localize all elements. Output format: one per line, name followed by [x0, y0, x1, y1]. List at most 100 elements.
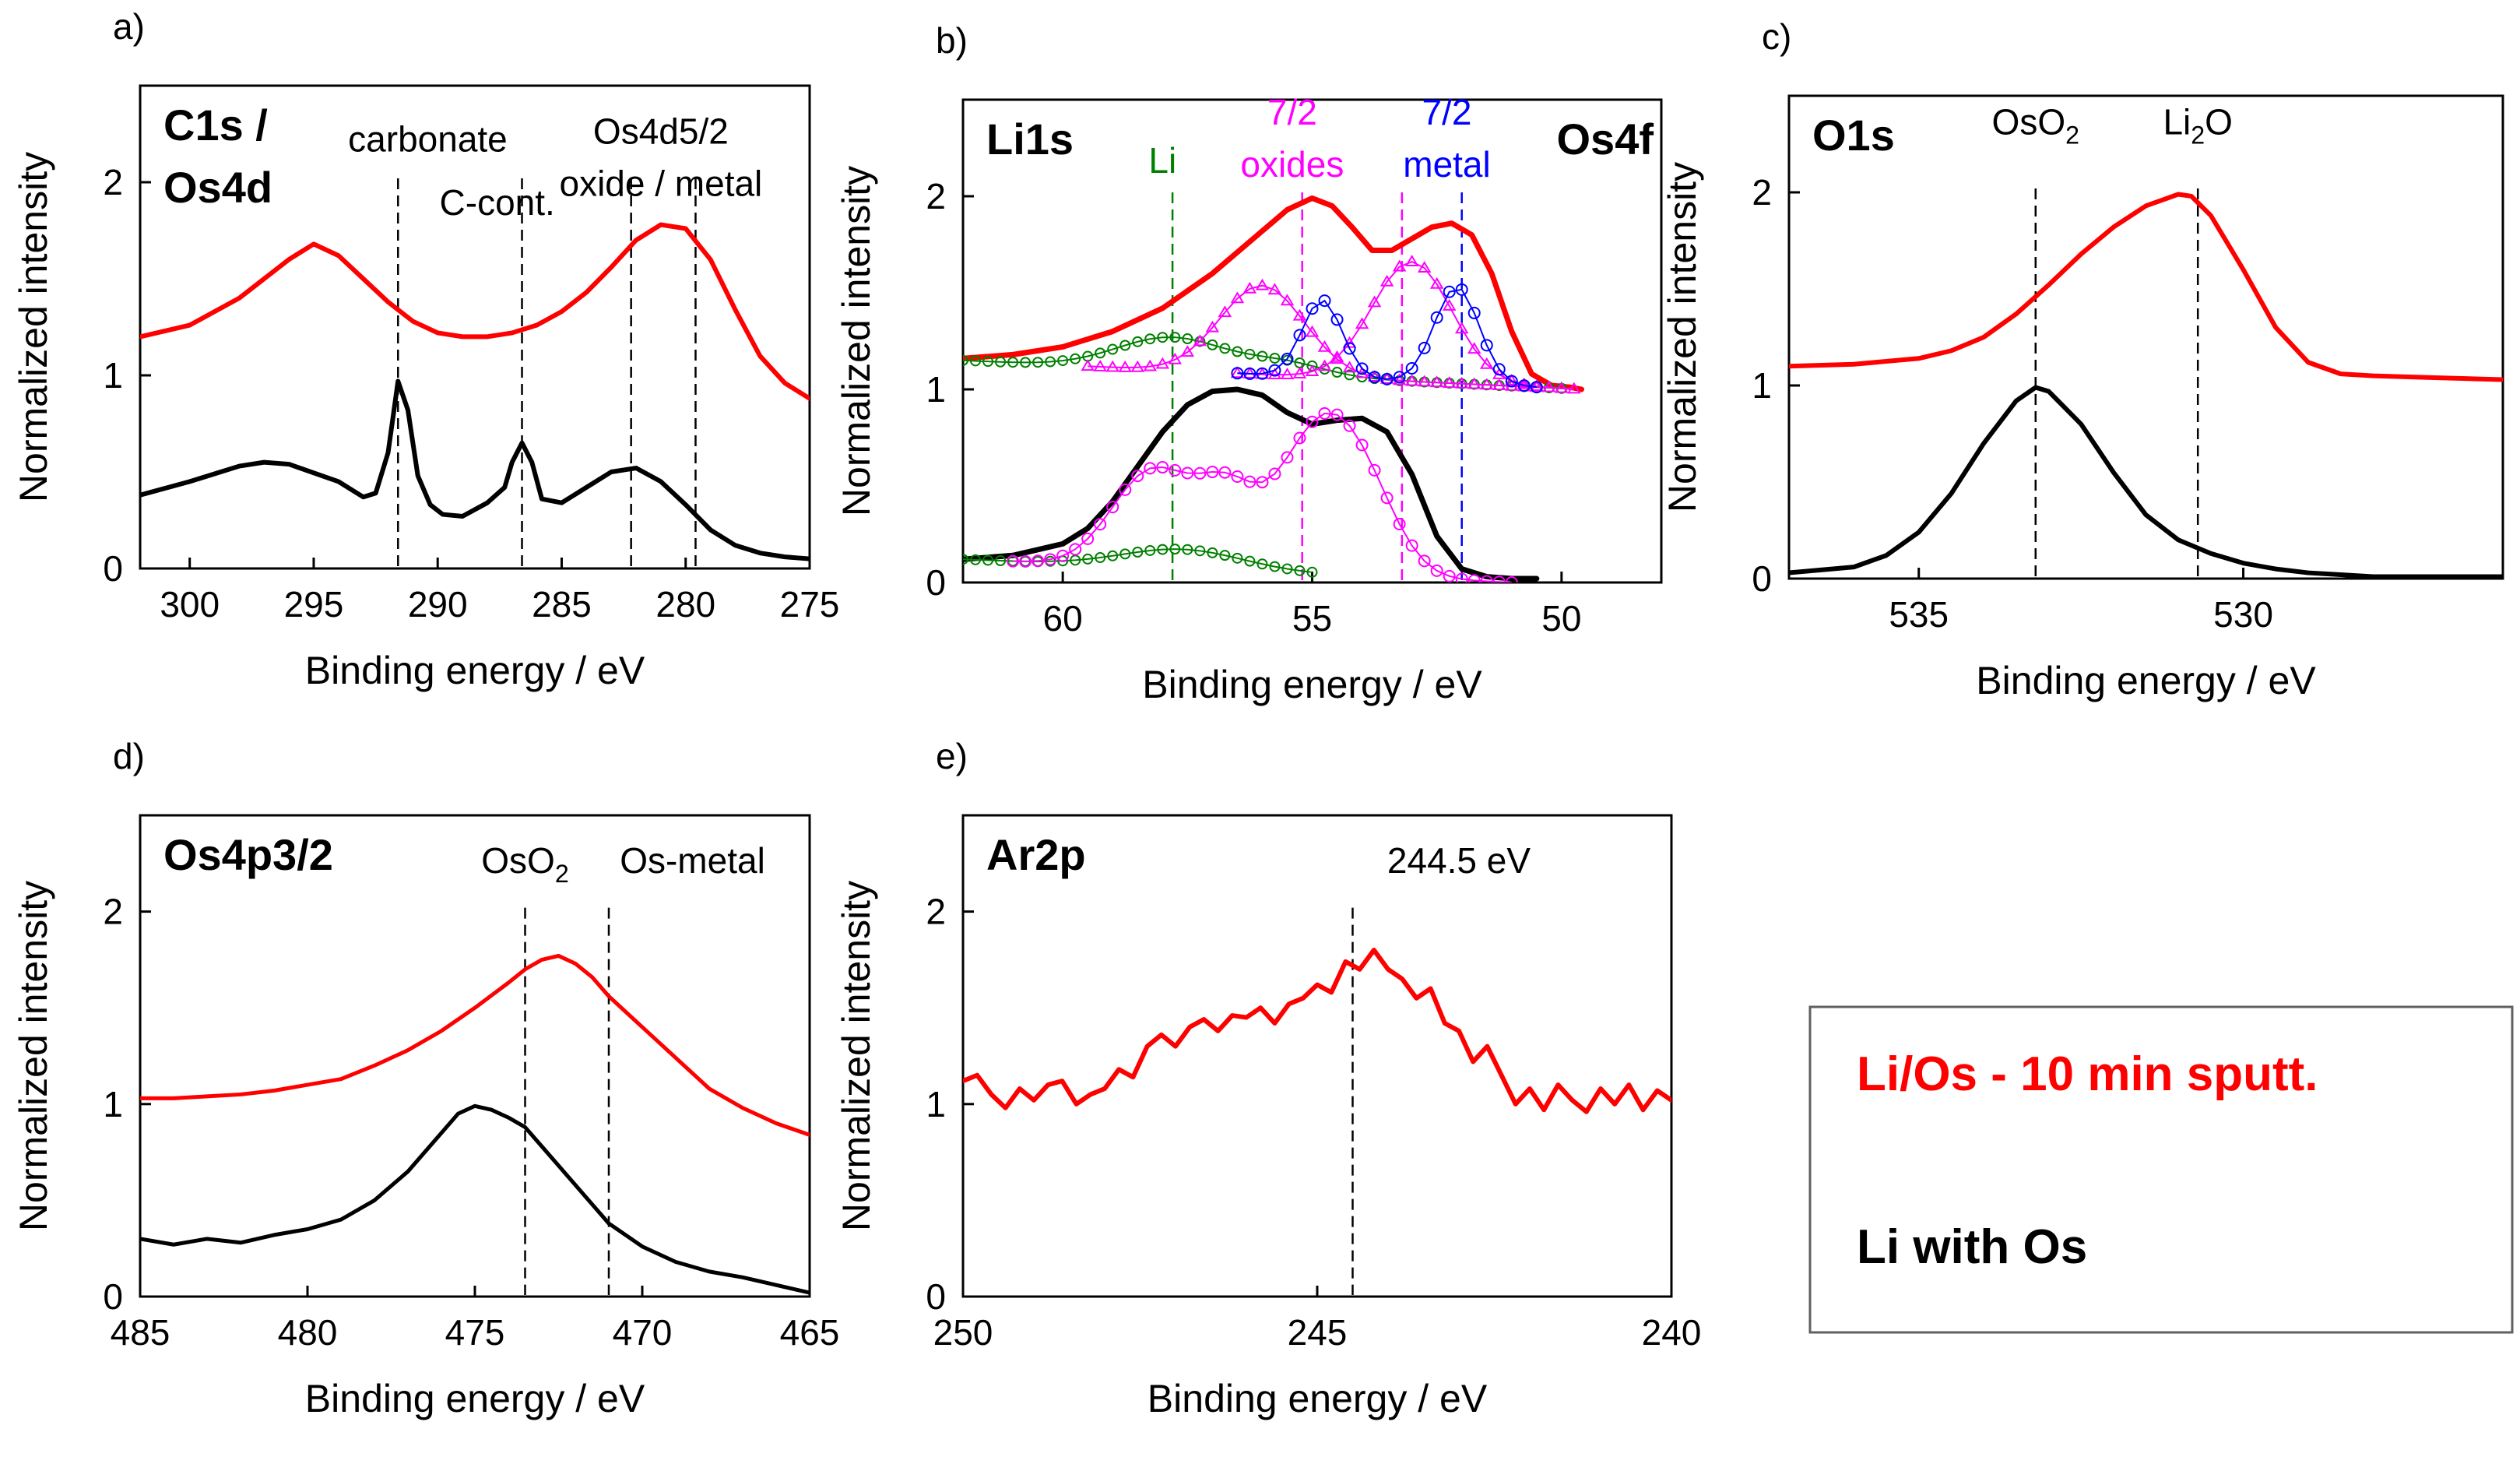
- data-point: [1180, 345, 1195, 357]
- x-tick-label: 485: [111, 1312, 170, 1353]
- panel-d: d) 0 1 2 485 480 475 470 465 Binding energy / eV N…: [12, 736, 839, 1420]
- panel-title: C1s /: [163, 100, 268, 150]
- y-tick-label: 2: [103, 892, 123, 932]
- annotation-text: Li: [2163, 102, 2191, 143]
- data-point: [1094, 518, 1107, 531]
- x-tick-label: 280: [655, 584, 715, 625]
- data-point: [1429, 375, 1444, 388]
- y-tick-label: 2: [103, 162, 123, 202]
- plot-area: [963, 907, 1671, 1295]
- x-tick-label: 275: [780, 584, 840, 625]
- data-point: [1032, 357, 1044, 368]
- fit-component: [1007, 406, 1518, 582]
- data-point: [1181, 466, 1194, 480]
- data-point: [1219, 343, 1231, 354]
- x-tick-label: 50: [1541, 598, 1581, 639]
- data-point: [1119, 483, 1132, 496]
- x-tick-label: 250: [933, 1312, 993, 1353]
- data-point: [1232, 552, 1243, 564]
- data-point: [1517, 379, 1531, 392]
- data-point: [1107, 343, 1119, 355]
- data-point: [1330, 313, 1344, 326]
- data-point: [982, 356, 994, 368]
- data-point: [1143, 359, 1158, 371]
- data-point: [995, 555, 1007, 567]
- x-tick-label: 530: [2213, 594, 2273, 635]
- data-point: [1169, 463, 1182, 477]
- annotation-text: carbonate: [348, 118, 508, 159]
- data-point: [1292, 367, 1307, 379]
- panel-b: b) 0 1 2 60 55 50 Binding energy / eV Normalized…: [835, 20, 1663, 706]
- data-point: [1269, 561, 1281, 572]
- data-point: [1355, 362, 1369, 375]
- peak-annotation: metal: [1403, 144, 1490, 185]
- annotation-text: Os4d5/2: [593, 111, 729, 151]
- data-point: [1404, 255, 1419, 266]
- peak-annotation: Li: [1148, 140, 1176, 181]
- data-point: [1267, 283, 1282, 295]
- data-point: [1205, 320, 1220, 333]
- data-point: [1292, 308, 1307, 321]
- y-axis-label: Normalized intensity: [12, 881, 55, 1231]
- data-point: [1517, 377, 1531, 389]
- data-point: [1430, 564, 1443, 577]
- data-point: [1368, 371, 1381, 384]
- x-tick-label: 475: [445, 1312, 505, 1353]
- y-tick-label: 2: [926, 176, 946, 216]
- y-tick-label: 0: [926, 562, 946, 603]
- x-axis-label: Binding energy / eV: [1142, 663, 1482, 706]
- plot-area: [1789, 188, 2503, 579]
- data-point: [1256, 350, 1268, 362]
- data-point: [1057, 355, 1069, 367]
- peak-annotation: Os4d5/2: [593, 111, 729, 151]
- data-point: [1418, 341, 1431, 354]
- plot-frame: [139, 84, 811, 570]
- data-point: [1207, 339, 1218, 350]
- data-point: [1417, 375, 1432, 387]
- data-point: [1380, 491, 1394, 505]
- panel-label: a): [113, 6, 145, 47]
- data-point: [1567, 382, 1581, 394]
- annotation-text: metal: [1403, 144, 1490, 185]
- data-point: [1317, 340, 1332, 352]
- data-point: [1293, 431, 1306, 445]
- data-point: [1343, 419, 1356, 432]
- data-point: [1305, 364, 1320, 376]
- fit-component: [1081, 278, 1544, 392]
- peak-annotation: carbonate: [348, 118, 508, 159]
- data-point: [1443, 569, 1456, 582]
- data-point: [1256, 476, 1269, 489]
- data-point: [1256, 558, 1268, 570]
- data-point: [1070, 353, 1081, 364]
- data-point: [1455, 572, 1468, 582]
- annotation-text: 7/2: [1267, 92, 1317, 132]
- y-tick-label: 2: [926, 892, 946, 932]
- data-point: [1542, 380, 1556, 392]
- data-point: [1355, 317, 1369, 329]
- data-point: [1243, 475, 1256, 488]
- data-point: [1155, 357, 1170, 369]
- annotation-text: C-cont.: [440, 182, 555, 223]
- panel-title: O1s: [1812, 111, 1895, 160]
- plot-frame: [139, 814, 811, 1298]
- data-point: [1393, 517, 1406, 530]
- data-point: [1193, 334, 1207, 347]
- data-point: [995, 356, 1007, 368]
- x-axis-label: Binding energy / eV: [1976, 659, 2316, 702]
- data-point: [1505, 375, 1518, 388]
- fit-component: [963, 544, 1318, 578]
- panel-title: Li1s: [986, 114, 1074, 164]
- plot-area: [140, 907, 810, 1295]
- series-line-sputtered: [140, 953, 810, 1137]
- y-tick-label: 2: [1752, 172, 1772, 213]
- series-line-sputtered: [963, 195, 1584, 392]
- panel-label: b): [936, 20, 968, 61]
- data-point: [1405, 362, 1418, 375]
- y-tick-label: 0: [103, 548, 123, 589]
- x-tick-label: 480: [278, 1312, 338, 1353]
- data-point: [1306, 360, 1318, 371]
- data-point: [1106, 501, 1119, 514]
- data-point: [1443, 285, 1456, 298]
- data-point: [1281, 352, 1294, 365]
- y-tick-label: 1: [926, 1084, 946, 1124]
